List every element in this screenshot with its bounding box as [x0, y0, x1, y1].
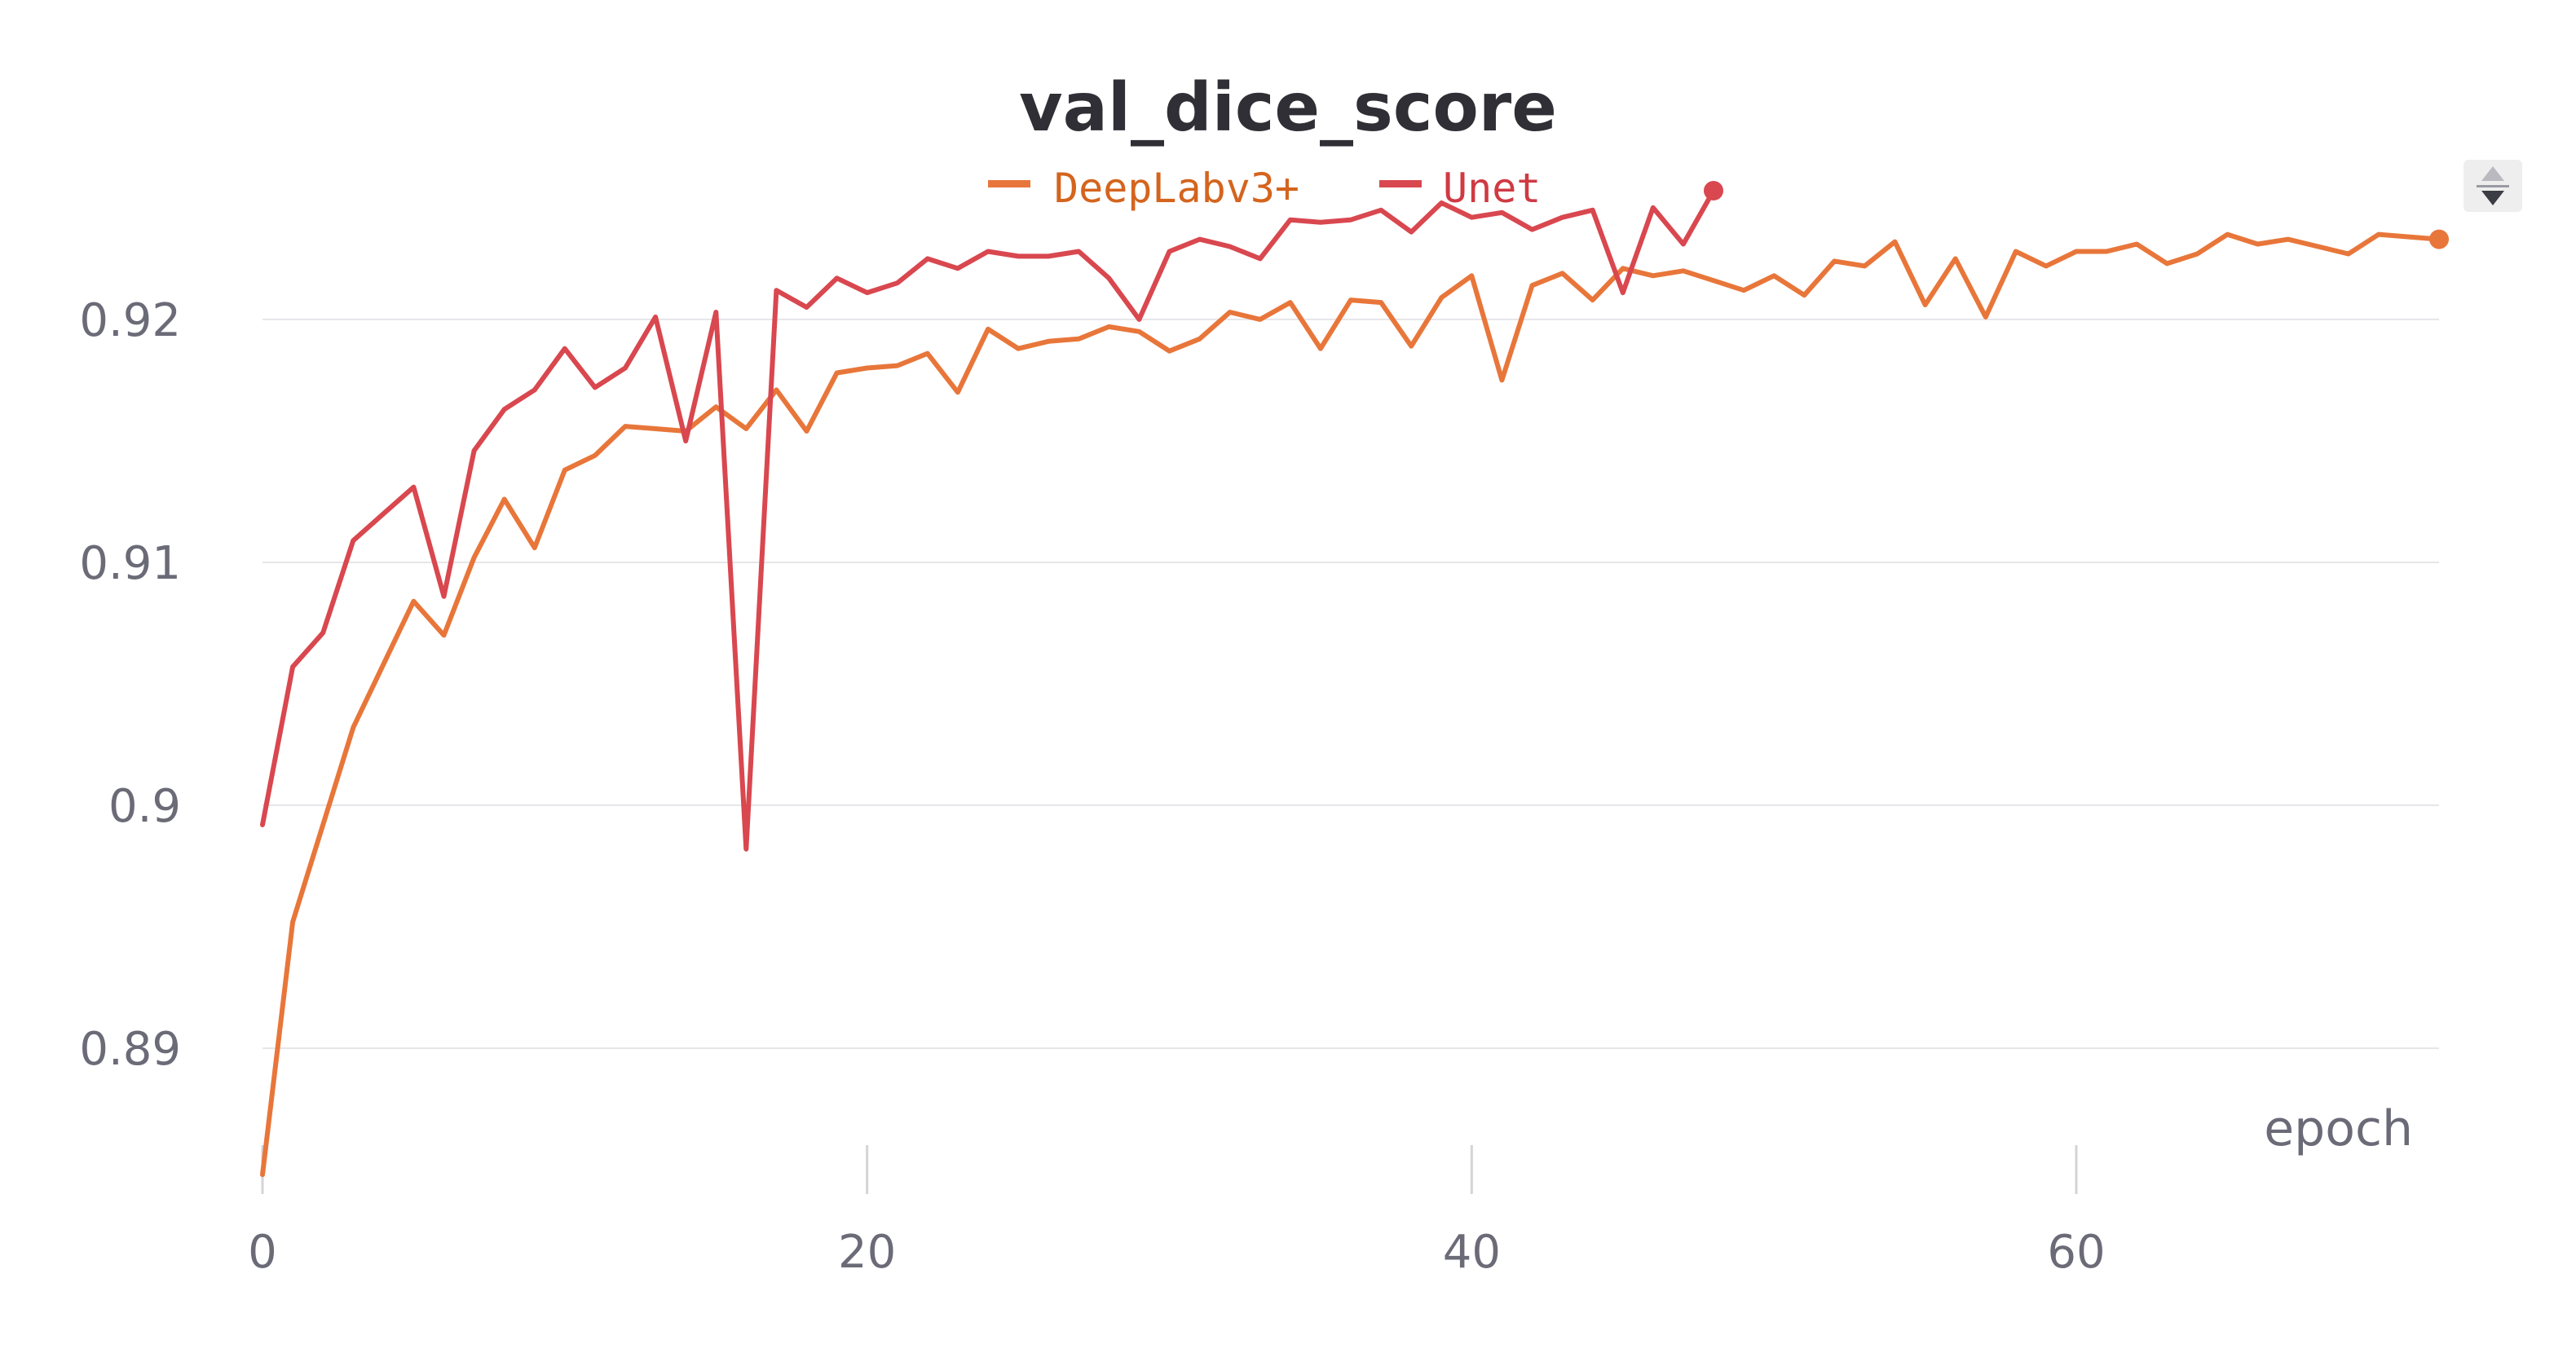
y-tick-label: 0.89	[79, 1023, 181, 1076]
series-lines	[260, 180, 2449, 1178]
legend-scroll-control[interactable]	[2464, 160, 2522, 212]
y-tick-label: 0.91	[79, 537, 181, 590]
scroll-divider	[2477, 185, 2509, 187]
series-line-unet[interactable]	[260, 188, 1716, 852]
legend-item-deeplabv3[interactable]: DeepLabv3+	[988, 165, 1299, 212]
x-tick-label: 60	[2047, 1226, 2105, 1279]
x-axis-ticks: 0 20 40 60	[248, 1145, 2106, 1279]
x-tick-label: 0	[248, 1226, 277, 1279]
y-axis-ticks: 0.89 0.9 0.91 0.92	[79, 294, 181, 1076]
legend-item-unet[interactable]: Unet	[1379, 165, 1541, 212]
x-axis-label: epoch	[2264, 1100, 2413, 1157]
y-tick-label: 0.92	[79, 294, 181, 347]
series-endpoint-unet[interactable]	[1704, 180, 1723, 201]
legend-label-unet: Unet	[1443, 165, 1541, 212]
y-tick-label: 0.9	[108, 780, 181, 833]
series-endpoint-deeplabv3[interactable]	[2429, 229, 2449, 249]
legend-label-deeplabv3: DeepLabv3+	[1054, 165, 1299, 212]
legend-swatch-deeplabv3	[988, 180, 1030, 187]
gridlines	[262, 318, 2439, 1050]
x-tick-label: 20	[838, 1226, 896, 1279]
legend[interactable]: DeepLabv3+ Unet	[988, 165, 1541, 212]
scroll-down-icon[interactable]	[2481, 191, 2504, 205]
scroll-up-icon[interactable]	[2481, 166, 2504, 181]
series-line-deeplabv3[interactable]	[260, 231, 2441, 1178]
chart-title: val_dice_score	[1019, 69, 1557, 147]
x-tick-label: 40	[1443, 1226, 1501, 1279]
legend-swatch-unet	[1379, 180, 1422, 187]
